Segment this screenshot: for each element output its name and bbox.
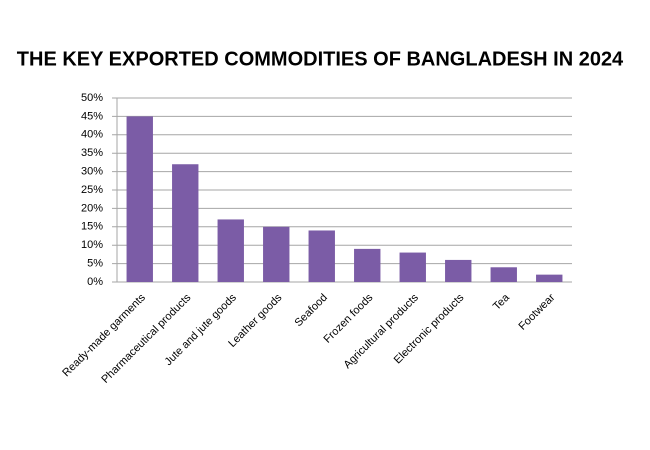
bar [354, 248, 381, 282]
y-tick-label: 0% [87, 276, 103, 288]
bar [308, 230, 335, 282]
bar [399, 252, 426, 282]
y-tick-label: 25% [81, 184, 103, 196]
bar [172, 164, 199, 282]
y-tick-label: 5% [87, 258, 103, 270]
bar [536, 274, 563, 282]
chart-title: THE KEY EXPORTED COMMODITIES OF BANGLADE… [17, 48, 624, 70]
y-tick-label: 15% [81, 221, 103, 233]
y-tick-label: 40% [81, 129, 103, 141]
y-tick-label: 30% [81, 166, 103, 178]
y-tick-label: 20% [81, 202, 103, 214]
bar [263, 226, 290, 282]
y-tick-label: 45% [81, 110, 103, 122]
bar [445, 259, 472, 282]
bar [490, 267, 517, 282]
bar [217, 219, 244, 282]
y-tick-label: 50% [81, 92, 103, 104]
y-tick-label: 35% [81, 147, 103, 159]
y-tick-label: 10% [81, 239, 103, 251]
bar [126, 116, 153, 283]
